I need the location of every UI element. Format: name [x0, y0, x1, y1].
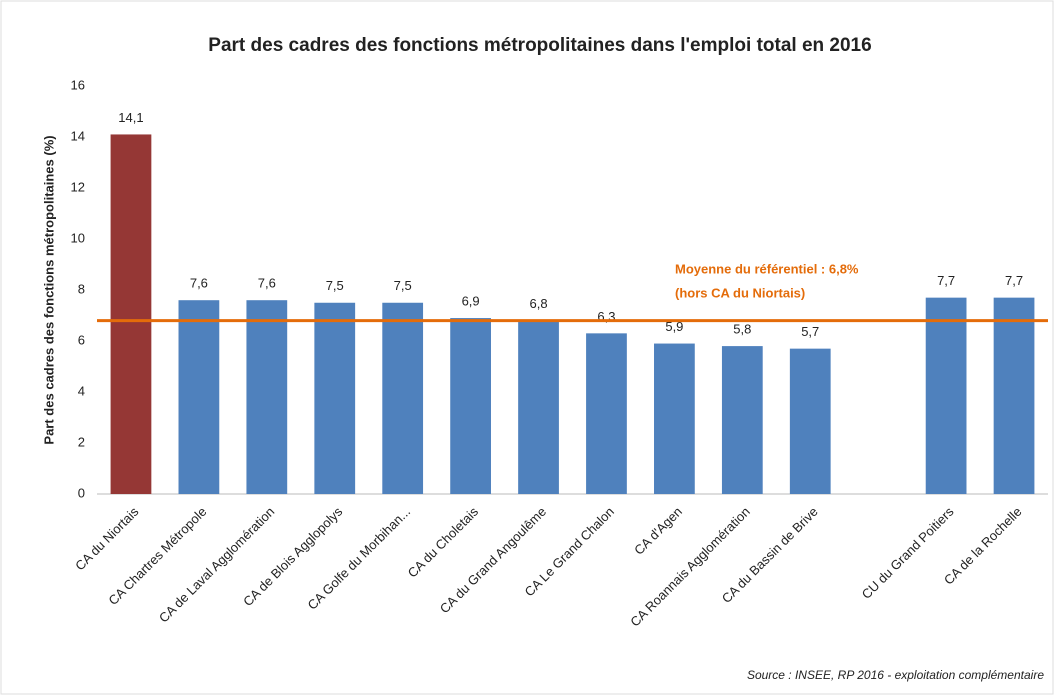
bar	[789, 348, 831, 494]
bar	[654, 343, 695, 494]
bar	[518, 320, 559, 494]
y-tick-label: 16	[71, 77, 85, 92]
bar	[178, 300, 220, 494]
value-label: 7,5	[326, 278, 344, 293]
y-tick-label: 0	[78, 485, 85, 500]
bar	[450, 318, 491, 494]
value-label: 5,8	[733, 322, 751, 337]
y-axis-title: Part des cadres des fonctions métropolit…	[41, 135, 56, 444]
bar	[586, 333, 627, 494]
bar	[721, 346, 763, 494]
bar	[110, 134, 152, 494]
value-label: 7,7	[1005, 273, 1023, 288]
y-tick-label: 8	[78, 281, 85, 296]
y-tick-label: 12	[71, 179, 85, 194]
value-label: 5,7	[801, 324, 819, 339]
bar	[925, 297, 967, 494]
value-label: 7,7	[937, 273, 955, 288]
value-label: 7,5	[394, 278, 412, 293]
value-label: 7,6	[258, 276, 276, 291]
reference-label: (hors CA du Niortais)	[675, 285, 805, 300]
y-tick-label: 4	[78, 383, 85, 398]
y-tick-label: 14	[71, 128, 85, 143]
bar	[314, 302, 356, 494]
value-label: 7,6	[190, 276, 208, 291]
bar	[993, 297, 1035, 494]
bar	[382, 302, 424, 494]
y-tick-label: 10	[71, 230, 85, 245]
value-label: 6,9	[462, 293, 480, 308]
reference-label: Moyenne du référentiel : 6,8%	[675, 261, 859, 276]
value-label: 5,9	[665, 319, 683, 334]
source: Source : INSEE, RP 2016 - exploitation c…	[747, 668, 1044, 682]
y-tick-label: 2	[78, 434, 85, 449]
value-label: 14,1	[118, 110, 143, 125]
y-tick-label: 6	[78, 332, 85, 347]
chart-title: Part des cadres des fonctions métropolit…	[208, 35, 871, 56]
bar	[246, 300, 288, 494]
value-label: 6,8	[529, 296, 547, 311]
